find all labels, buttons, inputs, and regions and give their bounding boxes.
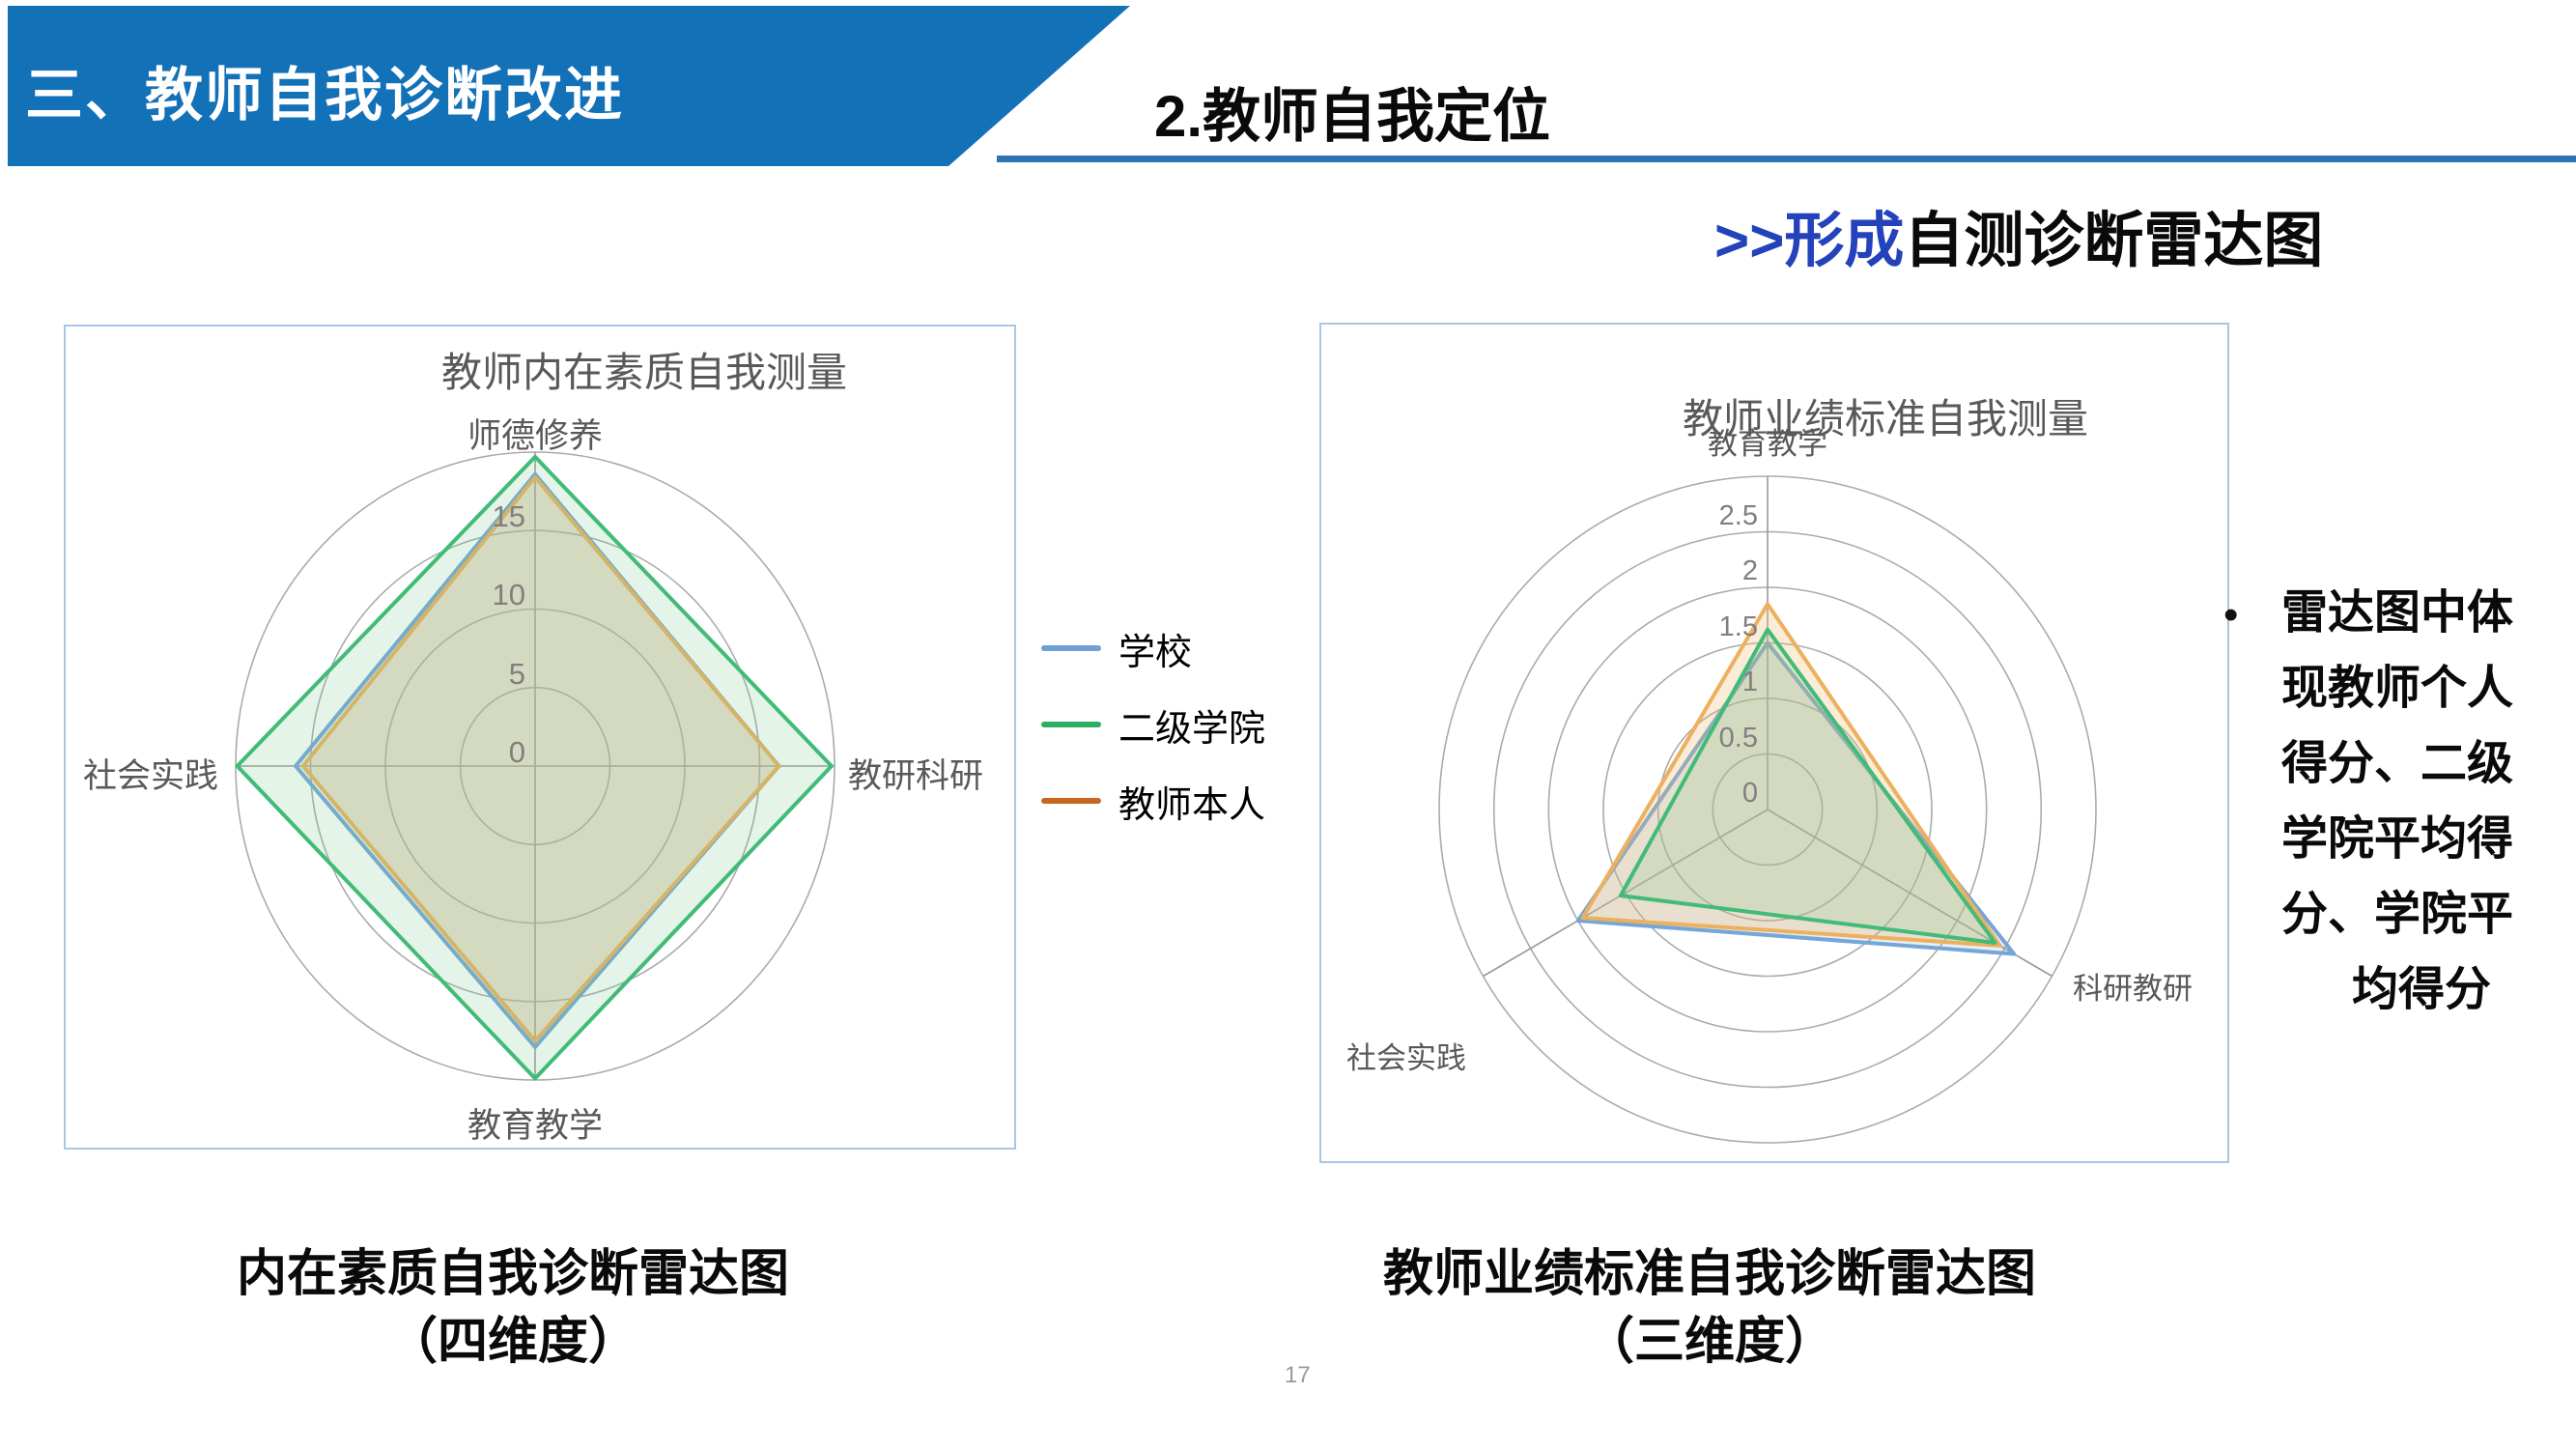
legend-line-swatch [1041,722,1101,727]
axis-tick-label: 5 [508,656,525,691]
banner-shape [8,6,1130,166]
category-axis-label: 师德修养 [467,417,604,456]
category-axis-label: 社会实践 [1346,1040,1466,1075]
caption-left: 内在素质自我诊断雷达图 （四维度） [141,1240,885,1376]
section-title: 2.教师自我定位 [1154,84,1551,149]
legend-line-swatch [1041,798,1101,804]
side-note-lines: 雷达图中体现教师个人得分、二级学院平均得分、学院平均得分 [2281,576,2562,1028]
caption-right: 教师业绩标准自我诊断雷达图 （三维度） [1333,1240,2086,1376]
legend-item: 二级学院 [1041,700,1266,750]
legend-item: 学校 [1041,624,1265,673]
axis-tick-label: 1 [1741,667,1758,698]
axis-tick-label: 2.5 [1718,499,1758,531]
caption-right-line2: （三维度） [1583,1314,1835,1370]
subtitle-highlight: >>形成 [1714,208,1905,274]
banner-title: 三、教师自我诊断改进 [25,63,624,128]
legend-label: 二级学院 [1118,708,1266,750]
legend-label: 学校 [1118,632,1193,673]
caption-right-line1: 教师业绩标准自我诊断雷达图 [1382,1246,2036,1302]
category-axis-label: 社会实践 [82,757,218,796]
chart-title-right: 教师业绩标准自我测量 [1682,396,2089,441]
radar-plot-right [1438,475,2097,1144]
axis-tick-label: 1.5 [1718,611,1758,642]
side-note-line: 现教师个人 [2281,663,2514,714]
subtitle-rest: 自测诊断雷达图 [1904,208,2324,274]
axis-tick-label: 15 [492,499,525,534]
legend-label: 教师本人 [1118,784,1266,826]
side-note-line: 分、学院平 [2281,889,2514,940]
chart-legend: 学校二级学院教师本人 [1041,624,1266,826]
axis-tick-label: 0 [508,734,525,769]
radar-chart-performance: 教师业绩标准自我测量 0 0.5 1 1.5 2 2.5 教育教学科研教研社会实践 [1319,323,2229,1163]
legend-item: 教师本人 [1041,777,1266,826]
legend-line-swatch [1041,645,1101,651]
axis-tick-label: 0.5 [1718,722,1758,753]
side-note-line: 得分、二级 [2281,738,2514,789]
axis-tick-label: 0 [1741,778,1758,810]
header-underline [997,156,2576,162]
side-note-line: 学院平均得 [2281,813,2514,865]
chart-title-left: 教师内在素质自我测量 [440,350,848,395]
caption-left-line2: （四维度） [386,1314,638,1370]
radar-chart-inner-quality: 教师内在素质自我测量 0 5 10 15 师德修养教研科研教育教学 社会实践 [64,325,1016,1150]
category-axis-label: 教育教学 [467,1107,604,1146]
bullet-icon: • [2223,591,2239,639]
page-number: 17 [1285,1362,1311,1388]
axis-tick-label: 10 [492,578,525,612]
axis-tick-label: 2 [1741,555,1758,587]
radar-plot-left [235,451,835,1081]
side-note-line: 雷达图中体 [2281,587,2514,639]
subtitle: >>形成自测诊断雷达图 [1714,191,2323,278]
side-note: • 雷达图中体现教师个人得分、二级学院平均得分、学院平均得分 [2222,576,2562,1028]
side-note-line: 均得分 [2351,964,2491,1015]
category-axis-label: 科研教研 [2073,971,2193,1006]
category-axis-label: 教育教学 [1708,426,1827,461]
category-axis-label: 教研科研 [848,757,984,796]
caption-left-line1: 内在素质自我诊断雷达图 [236,1246,789,1302]
